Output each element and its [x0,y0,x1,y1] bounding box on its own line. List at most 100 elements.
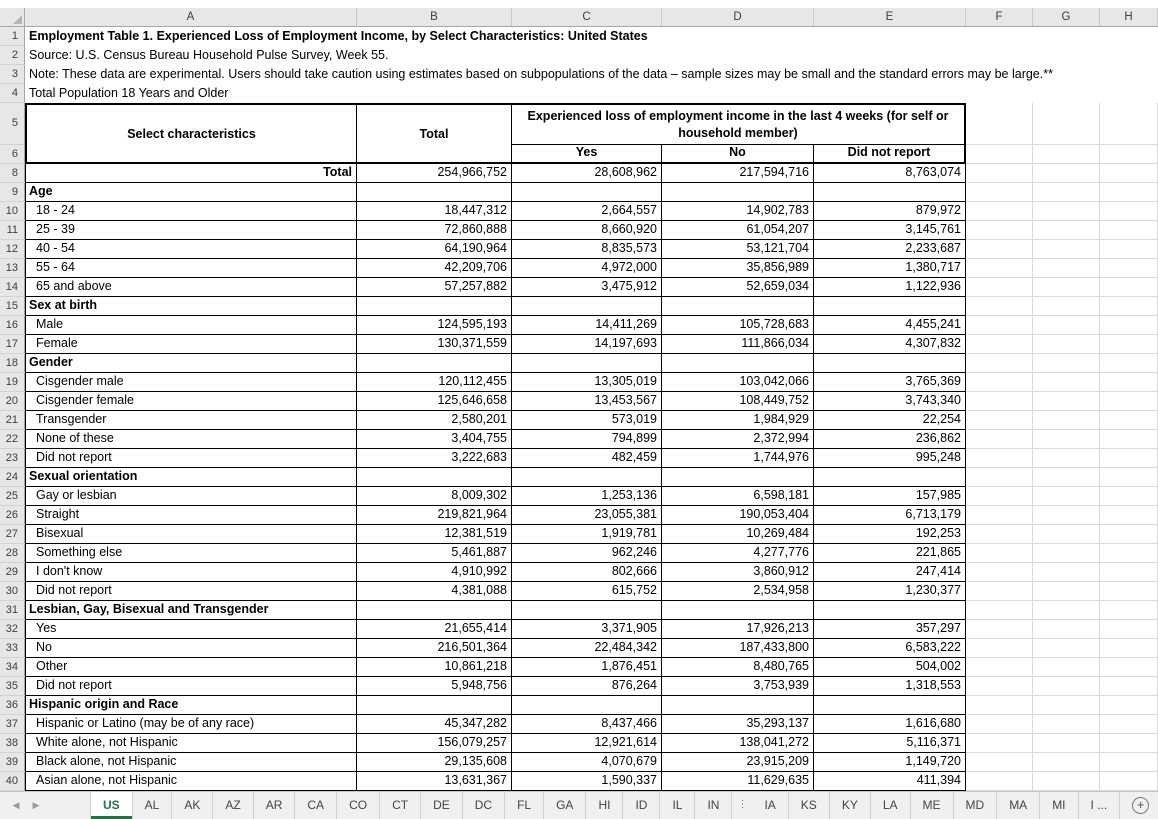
row-header-35[interactable]: 35 [0,677,25,696]
cell-A40[interactable]: Asian alone, not Hispanic [25,772,357,791]
cell-B35[interactable]: 5,948,756 [357,677,512,696]
row-header-10[interactable]: 10 [0,202,25,221]
select-all-button[interactable] [0,8,25,26]
row-header-11[interactable]: 11 [0,221,25,240]
cell-B20[interactable]: 125,646,658 [357,392,512,411]
cell-A15[interactable]: Sex at birth [25,297,357,316]
sheet-tab-il[interactable]: IL [660,792,696,819]
cell-C40[interactable]: 1,590,337 [512,772,662,791]
cell-A10[interactable]: 18 - 24 [25,202,357,221]
cell-E19[interactable]: 3,765,369 [814,373,966,392]
cell-C26[interactable]: 23,055,381 [512,506,662,525]
cell-C12[interactable]: 8,835,573 [512,240,662,259]
sheet-tab-ar[interactable]: AR [254,792,296,819]
cell-D11[interactable]: 61,054,207 [662,221,814,240]
cell-A34[interactable]: Other [25,658,357,677]
cell-D22[interactable]: 2,372,994 [662,430,814,449]
cell-B38[interactable]: 156,079,257 [357,734,512,753]
cell-D18[interactable] [662,354,814,373]
cell-D23[interactable]: 1,744,976 [662,449,814,468]
cell-B11[interactable]: 72,860,888 [357,221,512,240]
row-header-17[interactable]: 17 [0,335,25,354]
cell-C24[interactable] [512,468,662,487]
cell-D27[interactable]: 10,269,484 [662,525,814,544]
cell-E37[interactable]: 1,616,680 [814,715,966,734]
cell-A35[interactable]: Did not report [25,677,357,696]
cell-A18[interactable]: Gender [25,354,357,373]
cell-E22[interactable]: 236,862 [814,430,966,449]
cell-E20[interactable]: 3,743,340 [814,392,966,411]
cell-E28[interactable]: 221,865 [814,544,966,563]
cell-B18[interactable] [357,354,512,373]
header-select-characteristics[interactable]: Select characteristics [25,103,357,164]
column-header-F[interactable]: F [966,8,1033,26]
column-header-G[interactable]: G [1033,8,1100,26]
sheet-tab-co[interactable]: CO [337,792,381,819]
row-header-38[interactable]: 38 [0,734,25,753]
cell-E24[interactable] [814,468,966,487]
tabs-scroll-left-icon[interactable]: ◀ [12,800,20,810]
row-header-36[interactable]: 36 [0,696,25,715]
cell-D31[interactable] [662,601,814,620]
cell-A32[interactable]: Yes [25,620,357,639]
sheet-tab-fl[interactable]: FL [505,792,545,819]
cell-D25[interactable]: 6,598,181 [662,487,814,506]
row-header-34[interactable]: 34 [0,658,25,677]
cell-A21[interactable]: Transgender [25,411,357,430]
sheet-tab-id[interactable]: ID [623,792,661,819]
cell-E30[interactable]: 1,230,377 [814,582,966,601]
row-header-2[interactable]: 2 [0,46,25,65]
cell-E15[interactable] [814,297,966,316]
cell-C15[interactable] [512,297,662,316]
sheet-tab-md[interactable]: MD [954,792,998,819]
sheet-tab-de[interactable]: DE [421,792,463,819]
cell-D15[interactable] [662,297,814,316]
cell-D34[interactable]: 8,480,765 [662,658,814,677]
cell-D9[interactable] [662,183,814,202]
cell-C18[interactable] [512,354,662,373]
cell-E29[interactable]: 247,414 [814,563,966,582]
cell-E21[interactable]: 22,254 [814,411,966,430]
cell-B39[interactable]: 29,135,608 [357,753,512,772]
column-header-B[interactable]: B [357,8,512,26]
cell-C33[interactable]: 22,484,342 [512,639,662,658]
cell-C38[interactable]: 12,921,614 [512,734,662,753]
row-header-24[interactable]: 24 [0,468,25,487]
cell-D40[interactable]: 11,629,635 [662,772,814,791]
row-header-40[interactable]: 40 [0,772,25,791]
cell-B17[interactable]: 130,371,559 [357,335,512,354]
cell-E27[interactable]: 192,253 [814,525,966,544]
tabs-scroll-right-icon[interactable]: ▶ [32,800,40,810]
cell-D19[interactable]: 103,042,066 [662,373,814,392]
cell-B14[interactable]: 57,257,882 [357,278,512,297]
cell-E13[interactable]: 1,380,717 [814,259,966,278]
row-header-14[interactable]: 14 [0,278,25,297]
cell-A12[interactable]: 40 - 54 [25,240,357,259]
row-header-23[interactable]: 23 [0,449,25,468]
cell-C36[interactable] [512,696,662,715]
cell-E9[interactable] [814,183,966,202]
row-header-19[interactable]: 19 [0,373,25,392]
cell-E23[interactable]: 995,248 [814,449,966,468]
cell-C34[interactable]: 1,876,451 [512,658,662,677]
cell-B16[interactable]: 124,595,193 [357,316,512,335]
cell-D10[interactable]: 14,902,783 [662,202,814,221]
cell-D30[interactable]: 2,534,958 [662,582,814,601]
cell-D17[interactable]: 111,866,034 [662,335,814,354]
header-experienced-loss-span[interactable]: Experienced loss of employment income in… [512,103,966,145]
row-header-15[interactable]: 15 [0,297,25,316]
row-header-5[interactable]: 5 [0,103,25,145]
header-sub-yes[interactable]: Yes [512,145,662,164]
cell-D29[interactable]: 3,860,912 [662,563,814,582]
row-header-32[interactable]: 32 [0,620,25,639]
cell-A30[interactable]: Did not report [25,582,357,601]
row-header-12[interactable]: 12 [0,240,25,259]
cell-B33[interactable]: 216,501,364 [357,639,512,658]
sheet-tab-ky[interactable]: KY [830,792,871,819]
sheet-tab-i[interactable]: I ... [1079,792,1121,819]
column-header-E[interactable]: E [814,8,966,26]
cell-D26[interactable]: 190,053,404 [662,506,814,525]
sheet-tab-la[interactable]: LA [871,792,911,819]
row-header-31[interactable]: 31 [0,601,25,620]
cell-A38[interactable]: White alone, not Hispanic [25,734,357,753]
